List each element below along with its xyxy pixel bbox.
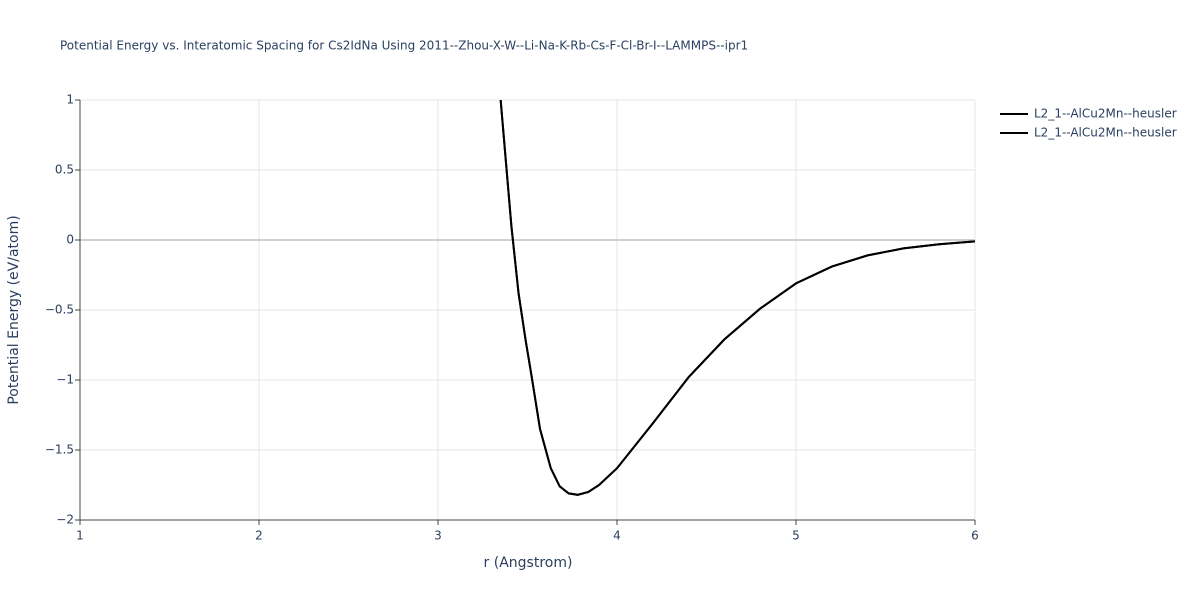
x-tick-label: 5 <box>792 529 800 543</box>
y-tick-label: 0 <box>66 233 74 247</box>
line-series <box>499 100 975 496</box>
y-tick-label: 1 <box>66 93 74 107</box>
x-tick-label: 1 <box>76 529 84 543</box>
y-tick-label: −1.5 <box>45 443 74 457</box>
y-tick-label: −0.5 <box>45 303 74 317</box>
y-tick-label: −1 <box>56 373 74 387</box>
x-tick-label: 3 <box>434 529 442 543</box>
y-tick-label: 0.5 <box>55 163 74 177</box>
x-axis-label: r (Angstrom) <box>484 555 573 571</box>
x-tick-label: 2 <box>255 529 263 543</box>
y-tick-label: −2 <box>56 513 74 527</box>
line-series <box>499 100 975 496</box>
plot-area <box>499 100 975 496</box>
legend-label: L2_1--AlCu2Mn--heusler <box>1034 107 1177 121</box>
chart-title: Potential Energy vs. Interatomic Spacing… <box>60 39 748 53</box>
legend-label: L2_1--AlCu2Mn--heusler <box>1034 126 1177 140</box>
y-axis-label: Potential Energy (eV/atom) <box>6 215 22 404</box>
x-tick-label: 4 <box>613 529 621 543</box>
x-tick-label: 6 <box>971 529 979 543</box>
